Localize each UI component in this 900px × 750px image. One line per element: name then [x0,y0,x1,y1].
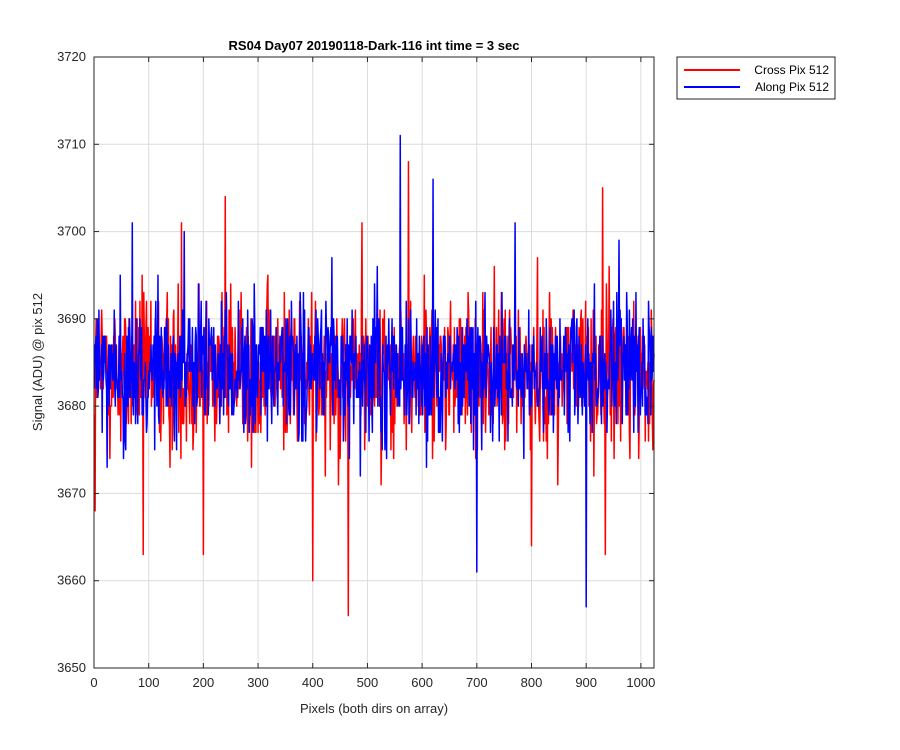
legend-label-along: Along Pix 512 [755,80,829,94]
y-tick-label: 3720 [57,49,86,64]
series-layer [93,134,655,617]
legend: Cross Pix 512 Along Pix 512 [676,56,836,100]
legend-box [676,56,836,100]
x-tick-label: 100 [138,675,160,690]
x-tick-label: 500 [357,675,379,690]
y-tick-label: 3650 [57,660,86,675]
legend-label-cross: Cross Pix 512 [754,63,829,77]
x-tick-label: 700 [466,675,488,690]
x-tick-label: 200 [193,675,215,690]
chart-title: RS04 Day07 20190118-Dark-116 int time = … [229,38,520,53]
y-tick-label: 3680 [57,398,86,413]
axis-ticks [93,56,654,669]
y-tick-label: 3710 [57,136,86,151]
x-tick-label: 0 [90,675,97,690]
plot-frame [93,56,655,669]
y-tick-label: 3660 [57,573,86,588]
x-tick-label: 1000 [626,675,655,690]
y-tick-label: 3700 [57,224,86,239]
x-tick-label: 600 [411,675,433,690]
y-tick-label: 3690 [57,311,86,326]
series-line-along-pix-512 [93,134,655,608]
tick-labels: 0 100 200 300 400 500 600 700 800 900 1000 3650 3660… [57,49,655,690]
x-tick-label: 400 [302,675,324,690]
x-tick-label: 800 [521,675,543,690]
x-axis-label: Pixels (both dirs on array) [300,701,448,716]
y-tick-label: 3670 [57,485,86,500]
x-tick-label: 900 [575,675,597,690]
x-tick-label: 300 [247,675,269,690]
y-axis-label: Signal (ADU) @ pix 512 [30,293,45,431]
